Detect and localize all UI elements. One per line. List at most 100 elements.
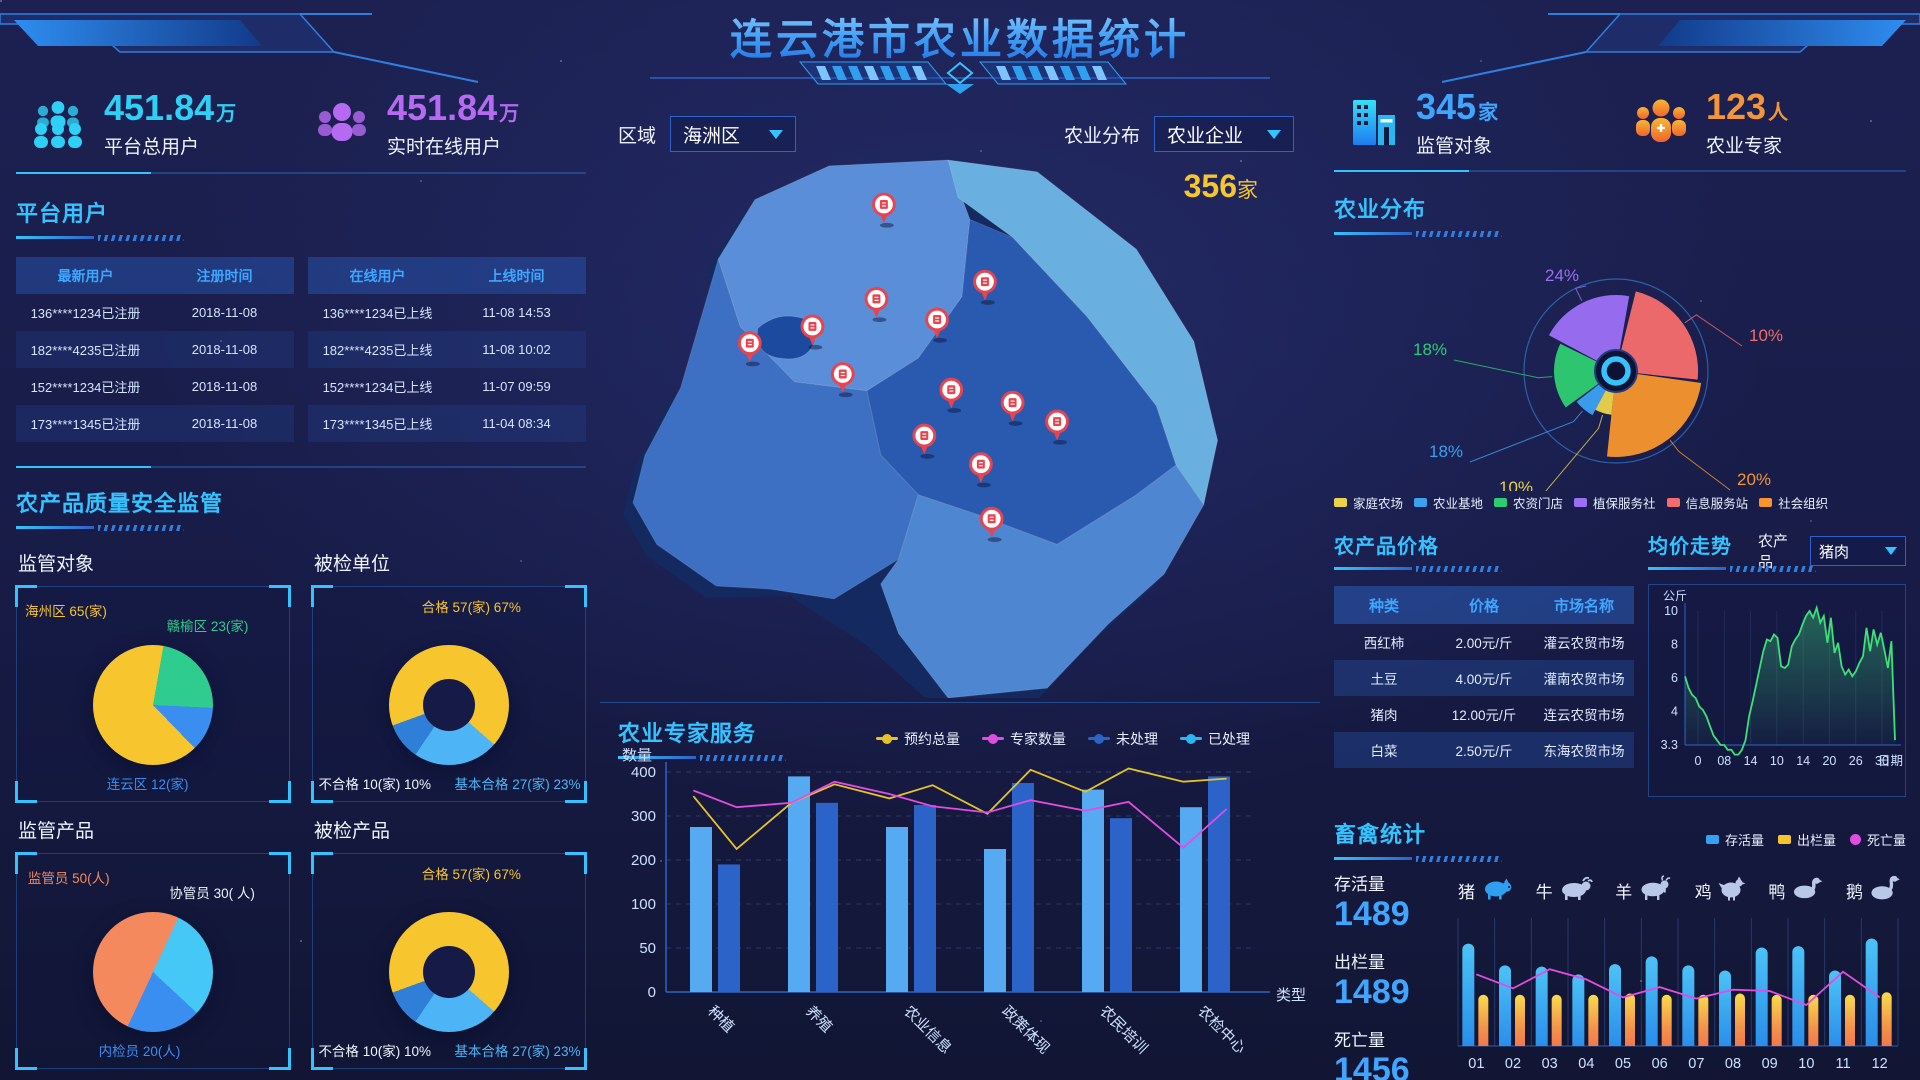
livestock-stat-value: 1489 bbox=[1334, 895, 1410, 933]
rose-slice[interactable] bbox=[1616, 291, 1699, 380]
bar-alive[interactable] bbox=[1609, 964, 1621, 1056]
table-cell: 11-08 14:53 bbox=[482, 305, 551, 320]
rose-slice[interactable] bbox=[1607, 371, 1702, 457]
bar-alive[interactable] bbox=[1499, 965, 1511, 1056]
legend-item[interactable]: 预约总量 bbox=[876, 729, 960, 749]
bar-processed[interactable] bbox=[690, 827, 712, 992]
stat-unit: 家 bbox=[1478, 101, 1499, 124]
legend-item[interactable]: 死亡量 bbox=[1849, 830, 1906, 849]
legend-item[interactable]: 专家数量 bbox=[982, 729, 1066, 749]
bar-slaughtered[interactable] bbox=[1661, 994, 1672, 1056]
animal-tab-pig[interactable]: 猪 bbox=[1458, 875, 1513, 906]
map-marker[interactable] bbox=[912, 423, 937, 459]
bar-slaughtered[interactable] bbox=[1845, 994, 1855, 1056]
legend-item[interactable]: 出栏量 bbox=[1777, 830, 1836, 849]
animal-label: 羊 bbox=[1615, 882, 1633, 902]
bar-unprocessed[interactable] bbox=[718, 864, 740, 992]
bar-alive[interactable] bbox=[1792, 946, 1805, 1056]
map-marker[interactable] bbox=[737, 331, 762, 367]
legend-item[interactable]: 家庭农场 bbox=[1334, 493, 1403, 512]
bar-slaughtered[interactable] bbox=[1735, 993, 1745, 1056]
legend-item[interactable]: 存活量 bbox=[1705, 830, 1764, 849]
animal-tab-goat[interactable]: 羊 bbox=[1615, 874, 1672, 906]
legend-item[interactable]: 未处理 bbox=[1088, 729, 1158, 749]
chart-text: 4 bbox=[1671, 705, 1678, 719]
rose-slice[interactable] bbox=[1554, 343, 1616, 408]
region-select[interactable]: 海洲区 bbox=[670, 116, 797, 152]
bar-alive[interactable] bbox=[1865, 938, 1878, 1056]
bar-processed[interactable] bbox=[886, 827, 908, 992]
animal-tab-ox[interactable]: 牛 bbox=[1536, 875, 1593, 906]
animal-tab-chicken[interactable]: 鸡 bbox=[1695, 875, 1746, 906]
pie-disc[interactable] bbox=[93, 644, 213, 765]
table-cell: 2018-11-08 bbox=[191, 379, 258, 394]
bar-slaughtered[interactable] bbox=[1515, 994, 1525, 1056]
bar-alive[interactable] bbox=[1572, 974, 1585, 1056]
legend-item[interactable]: 农资门店 bbox=[1494, 493, 1563, 512]
legend-item[interactable]: 社会组织 bbox=[1759, 493, 1828, 512]
bar-alive[interactable] bbox=[1755, 947, 1768, 1056]
pie-slice-label: 海州区 65(家) bbox=[25, 603, 107, 619]
legend-marker bbox=[1494, 498, 1508, 507]
goose-icon bbox=[1869, 874, 1900, 907]
livestock-stat-dead: 死亡量 1456 bbox=[1334, 1026, 1452, 1080]
livestock-stats: 存活量 1489 出栏量 1489 死亡量 1456 bbox=[1334, 870, 1452, 1080]
pie-disc[interactable] bbox=[389, 644, 509, 765]
legend-item[interactable]: 信息服务站 bbox=[1666, 493, 1748, 512]
column-header: 在线用户 bbox=[308, 257, 447, 294]
bar-unprocessed[interactable] bbox=[1110, 818, 1132, 992]
badge-value: 356 bbox=[1183, 168, 1237, 204]
map-marker[interactable] bbox=[800, 314, 825, 350]
map-marker[interactable] bbox=[1000, 390, 1025, 426]
bar-alive[interactable] bbox=[1535, 966, 1548, 1056]
map-marker[interactable] bbox=[925, 307, 949, 343]
map-marker[interactable] bbox=[939, 377, 964, 413]
table-row: 182****4235已注册 2018-11-08 bbox=[16, 331, 294, 368]
price-trend-row: 农产品价格 种类 价格 市场名称 西红柿 2.00元/斤 灌云农贸市场 土豆 4.00元/斤 灌… bbox=[1334, 530, 1906, 797]
bar-unprocessed[interactable] bbox=[1208, 776, 1230, 992]
map-marker[interactable] bbox=[830, 362, 855, 398]
map-marker[interactable] bbox=[973, 269, 997, 305]
bar-alive[interactable] bbox=[1462, 943, 1475, 1056]
bar-processed[interactable] bbox=[1180, 807, 1202, 992]
animal-tab-goose[interactable]: 鹅 bbox=[1846, 874, 1900, 907]
bar-unprocessed[interactable] bbox=[1012, 783, 1034, 992]
region-map bbox=[623, 159, 1219, 698]
bar-processed[interactable] bbox=[788, 776, 810, 992]
bar-slaughtered[interactable] bbox=[1771, 994, 1782, 1056]
bar-slaughtered[interactable] bbox=[1478, 994, 1489, 1056]
map-marker[interactable] bbox=[968, 452, 993, 488]
bar-slaughtered[interactable] bbox=[1698, 994, 1709, 1056]
map-marker[interactable] bbox=[864, 287, 889, 323]
pie-disc[interactable] bbox=[389, 911, 509, 1032]
bar-alive[interactable] bbox=[1829, 970, 1841, 1056]
map-region[interactable] bbox=[632, 257, 919, 600]
bar-slaughtered[interactable] bbox=[1808, 994, 1819, 1056]
legend-item[interactable]: 已处理 bbox=[1180, 729, 1250, 749]
x-axis-label: 养殖 bbox=[802, 1003, 835, 1036]
animal-tab-duck[interactable]: 鸭 bbox=[1768, 875, 1823, 906]
map-region[interactable] bbox=[880, 464, 1205, 698]
legend-item[interactable]: 农业基地 bbox=[1414, 493, 1483, 512]
bar-unprocessed[interactable] bbox=[816, 802, 838, 992]
distribution-select[interactable]: 农业企业 bbox=[1154, 116, 1294, 152]
distribution-label: 农业分布 bbox=[1063, 125, 1140, 147]
map-marker[interactable] bbox=[1045, 409, 1069, 445]
bar-slaughtered[interactable] bbox=[1625, 993, 1635, 1056]
bar-slaughtered[interactable] bbox=[1881, 992, 1892, 1056]
bar-unprocessed[interactable] bbox=[914, 805, 936, 992]
legend-item[interactable]: 植保服务社 bbox=[1574, 493, 1656, 512]
bar-processed[interactable] bbox=[1082, 789, 1104, 992]
map-marker[interactable] bbox=[871, 192, 896, 228]
bar-processed[interactable] bbox=[984, 849, 1006, 992]
bar-alive[interactable] bbox=[1645, 956, 1658, 1056]
bar-slaughtered[interactable] bbox=[1551, 994, 1562, 1056]
bar-slaughtered[interactable] bbox=[1588, 994, 1599, 1056]
legend-label: 预约总量 bbox=[904, 730, 960, 747]
product-select[interactable]: 猪肉 bbox=[1810, 536, 1906, 566]
pie-disc[interactable] bbox=[93, 911, 213, 1032]
bar-alive[interactable] bbox=[1719, 970, 1731, 1056]
map-marker[interactable] bbox=[979, 506, 1004, 542]
legend-label: 已处理 bbox=[1208, 730, 1250, 747]
bar-alive[interactable] bbox=[1682, 965, 1695, 1056]
